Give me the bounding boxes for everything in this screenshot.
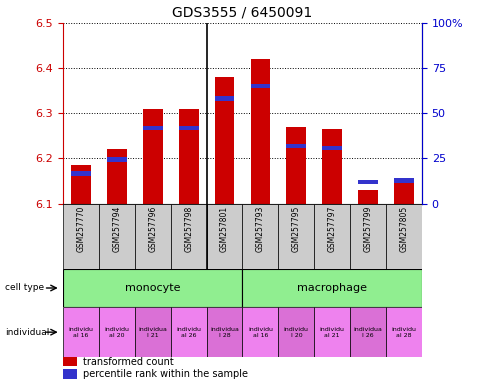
Text: GSM257770: GSM257770 xyxy=(76,205,85,252)
Text: individua
l 26: individua l 26 xyxy=(353,327,382,338)
Text: transformed count: transformed count xyxy=(83,357,173,367)
Bar xyxy=(99,307,135,357)
Bar xyxy=(99,204,135,269)
Bar xyxy=(214,96,234,101)
Bar xyxy=(385,204,421,269)
Bar xyxy=(107,149,126,204)
Bar xyxy=(358,180,377,184)
Title: GDS3555 / 6450091: GDS3555 / 6450091 xyxy=(172,5,312,19)
Bar xyxy=(135,307,170,357)
Text: cell type: cell type xyxy=(5,283,44,293)
Text: GSM257796: GSM257796 xyxy=(148,205,157,252)
Text: GSM257795: GSM257795 xyxy=(291,205,300,252)
Text: GSM257794: GSM257794 xyxy=(112,205,121,252)
Text: individu
al 28: individu al 28 xyxy=(391,327,416,338)
Bar xyxy=(286,127,305,204)
Text: GSM257805: GSM257805 xyxy=(399,205,408,252)
Text: GSM257793: GSM257793 xyxy=(256,205,264,252)
Text: percentile rank within the sample: percentile rank within the sample xyxy=(83,369,247,379)
Bar xyxy=(63,369,77,379)
Bar xyxy=(286,144,305,149)
Bar xyxy=(314,307,349,357)
Bar xyxy=(322,129,341,204)
Bar xyxy=(143,126,162,131)
Bar xyxy=(143,109,162,204)
Text: individu
l 20: individu l 20 xyxy=(283,327,308,338)
Text: GSM257797: GSM257797 xyxy=(327,205,336,252)
Bar xyxy=(250,59,270,204)
Bar xyxy=(314,204,349,269)
Text: GSM257801: GSM257801 xyxy=(220,205,228,252)
Text: GSM257799: GSM257799 xyxy=(363,205,372,252)
Bar xyxy=(322,146,341,150)
Bar xyxy=(179,109,198,204)
Bar xyxy=(170,307,206,357)
Bar xyxy=(107,157,126,162)
Bar xyxy=(242,204,278,269)
Bar xyxy=(278,204,314,269)
Bar xyxy=(63,307,99,357)
Bar xyxy=(385,307,421,357)
Bar xyxy=(63,204,99,269)
Bar xyxy=(242,307,278,357)
Bar xyxy=(71,165,91,204)
Bar xyxy=(349,204,385,269)
Bar xyxy=(71,171,91,175)
Bar xyxy=(179,126,198,131)
Bar xyxy=(393,179,413,204)
Text: individua
l 28: individua l 28 xyxy=(210,327,239,338)
Bar xyxy=(214,77,234,204)
Text: individu
al 21: individu al 21 xyxy=(319,327,344,338)
Text: individu
al 16: individu al 16 xyxy=(68,327,93,338)
Bar xyxy=(135,204,170,269)
Bar xyxy=(242,269,421,307)
Bar xyxy=(63,269,242,307)
Bar xyxy=(63,357,77,366)
Text: individu
al 20: individu al 20 xyxy=(104,327,129,338)
Text: individu
al 26: individu al 26 xyxy=(176,327,201,338)
Text: macrophage: macrophage xyxy=(297,283,366,293)
Text: GSM257798: GSM257798 xyxy=(184,205,193,252)
Bar xyxy=(206,204,242,269)
Text: individual: individual xyxy=(5,328,49,337)
Bar xyxy=(170,204,206,269)
Bar xyxy=(358,190,377,204)
Bar xyxy=(206,307,242,357)
Bar xyxy=(250,84,270,88)
Text: individu
al 16: individu al 16 xyxy=(247,327,272,338)
Bar xyxy=(349,307,385,357)
Text: individua
l 21: individua l 21 xyxy=(138,327,167,338)
Bar xyxy=(393,178,413,183)
Text: monocyte: monocyte xyxy=(125,283,180,293)
Bar xyxy=(278,307,314,357)
